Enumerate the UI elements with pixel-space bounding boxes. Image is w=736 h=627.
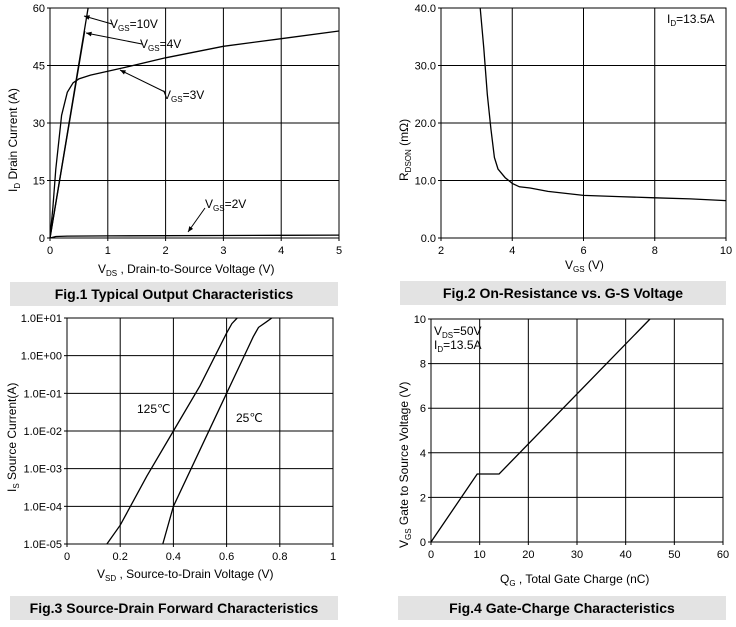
x-axis-label: VDS , Drain-to-Source Voltage (V): [98, 262, 275, 278]
arrow-vgs4-head: [86, 31, 92, 37]
x-tick-label: 30: [571, 549, 583, 561]
y-tick-label: 30: [33, 118, 45, 130]
annotation-125c: 125℃: [137, 402, 171, 416]
x-tick-label: 2: [163, 245, 169, 257]
caption-bar: [398, 596, 726, 620]
x-tick-label: 4: [278, 245, 284, 257]
x-tick-label: 60: [717, 549, 729, 561]
annotation-vgs10: VGS=10V: [110, 17, 158, 33]
series-line: [106, 317, 238, 545]
fig3-source-drain-forward: 0 0.2 0.4 0.6 0.8 1 1.0E-05 1.0E-04 1.0E-03 1.0E-…: [5, 313, 338, 620]
figure-caption: Fig.4 Gate-Charge Characteristics: [449, 600, 675, 616]
series-line: [49, 30, 340, 239]
y-axis-label: ID Drain Current (A): [6, 88, 22, 192]
x-tick-label: 20: [522, 549, 534, 561]
x-axis-label: VSD , Source-to-Drain Voltage (V): [97, 567, 274, 583]
y-tick-label: 40.0: [415, 3, 436, 15]
y-tick-label: 10: [414, 314, 426, 326]
x-tick-label: 6: [580, 245, 586, 257]
y-tick-label: 1.0E-03: [23, 464, 62, 476]
series-line: [479, 7, 727, 202]
annotation-vgs3: VGS=3V: [163, 88, 204, 104]
x-tick-label: 0.8: [272, 551, 287, 563]
arrow-vgs2-head: [188, 226, 194, 232]
y-tick-label: 30.0: [415, 61, 436, 73]
fig2-on-resistance: 2 4 6 8 10 0.0 10.0 20.0 30.0 40.0 Fig.2 On-Resist…: [397, 3, 732, 305]
y-tick-label: 0.0: [421, 233, 436, 245]
x-tick-label: 10: [474, 549, 486, 561]
x-tick-label: 4: [509, 245, 515, 257]
y-tick-label: 4: [420, 448, 426, 460]
series-line: [49, 30, 86, 239]
x-tick-label: 0.6: [219, 551, 234, 563]
x-tick-label: 3: [220, 245, 226, 257]
x-tick-label: 1: [330, 551, 336, 563]
arrow-vgs3: [119, 69, 166, 93]
y-axis-label: VGS Gate to Source Voltage (V): [397, 382, 413, 548]
x-tick-label: 10: [720, 245, 732, 257]
series-line: [430, 318, 651, 543]
x-tick-label: 0.4: [166, 551, 181, 563]
y-axis-label: IS Source Current(A): [5, 383, 21, 492]
annotation-vds: VDS=50V: [434, 324, 482, 340]
caption-bar: [10, 596, 338, 620]
arrow-vgs10-head: [84, 15, 90, 20]
y-tick-label: 8: [420, 359, 426, 371]
y-tick-label: 1.0E-04: [23, 501, 62, 513]
x-tick-label: 50: [668, 549, 680, 561]
y-tick-label: 20.0: [415, 118, 436, 130]
annotation-id: ID=13.5A: [434, 338, 482, 354]
x-tick-label: 1: [105, 245, 111, 257]
y-tick-label: 60: [33, 3, 45, 15]
x-tick-label: 8: [652, 245, 658, 257]
x-tick-label: 40: [620, 549, 632, 561]
caption-bar: [400, 281, 726, 305]
x-tick-label: 2: [438, 245, 444, 257]
figure-caption: Fig.1 Typical Output Characteristics: [55, 286, 294, 302]
figure-caption: Fig.3 Source-Drain Forward Characteristi…: [30, 600, 319, 616]
y-axis-label: RDSON (mΩ): [397, 119, 413, 181]
y-tick-label: 10.0: [415, 176, 436, 188]
arrow-vgs4: [85, 32, 143, 45]
fig4-gate-charge: 0 10 20 30 40 50 60 0 2 4 6 8 10 Fig.4 Gate-Charge Ch…: [397, 314, 729, 620]
x-tick-label: 0: [47, 245, 53, 257]
x-axis-label: VGS (V): [565, 258, 604, 274]
arrow-vgs3-head: [120, 70, 126, 75]
x-tick-label: 5: [336, 245, 342, 257]
annotation-vgs4: VGS=4V: [140, 37, 181, 53]
y-tick-label: 1.0E+01: [21, 313, 62, 325]
x-tick-label: 0: [64, 551, 70, 563]
x-tick-label: 0.2: [113, 551, 128, 563]
y-tick-label: 6: [420, 403, 426, 415]
series-line: [162, 317, 273, 545]
x-tick-label: 0: [428, 549, 434, 561]
y-tick-label: 2: [420, 492, 426, 504]
caption-bar: [10, 282, 338, 306]
y-tick-label: 0: [39, 233, 45, 245]
series-line: [49, 234, 340, 239]
y-tick-label: 1.0E-05: [23, 539, 62, 551]
annotation-vgs2: VGS=2V: [205, 197, 246, 213]
figure-caption: Fig.2 On-Resistance vs. G-S Voltage: [443, 285, 683, 301]
y-tick-label: 0: [420, 537, 426, 549]
y-tick-label: 1.0E-01: [23, 388, 62, 400]
annotation-id: ID=13.5A: [667, 12, 715, 28]
x-axis-label: QG , Total Gate Charge (nC): [500, 572, 649, 588]
y-tick-label: 45: [33, 61, 45, 73]
y-tick-label: 1.0E-02: [23, 426, 62, 438]
y-tick-label: 1.0E+00: [21, 351, 62, 363]
annotation-25c: 25℃: [236, 411, 263, 425]
y-tick-label: 15: [33, 176, 45, 188]
